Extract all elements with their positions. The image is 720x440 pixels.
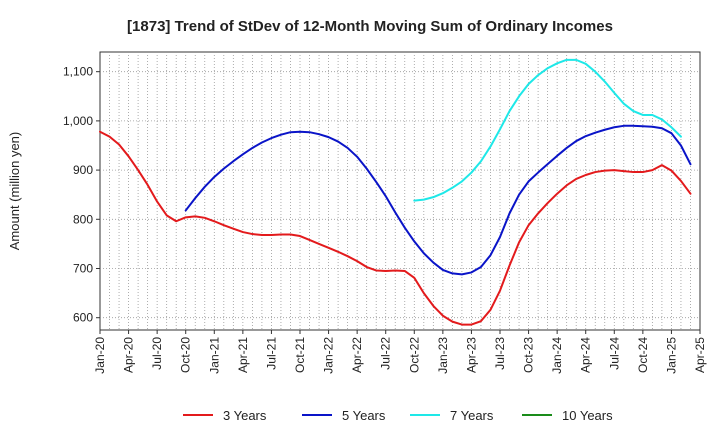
x-tick-label: Apr-22: [350, 337, 364, 373]
legend-item: 5 Years: [302, 408, 386, 423]
x-tick-label: Apr-20: [122, 337, 136, 373]
x-tick-label: Jul-21: [264, 337, 278, 370]
x-tick-label: Jan-24: [550, 337, 564, 374]
x-tick-label: Jan-25: [664, 337, 678, 374]
y-tick-label: 1,000: [63, 114, 93, 128]
x-tick-label: Jan-22: [322, 337, 336, 374]
legend-item: 3 Years: [183, 408, 267, 423]
y-tick-label: 700: [73, 261, 93, 275]
y-tick-label: 800: [73, 212, 93, 226]
y-tick-label: 1,100: [63, 65, 93, 79]
x-tick-label: Oct-24: [636, 337, 650, 373]
grid: [100, 52, 700, 330]
legend: 3 Years 5 Years 7 Years 10 Years: [183, 408, 613, 423]
x-tick-label: Jul-20: [150, 337, 164, 370]
y-axis-ticks: 600 700 800 900 1,000 1,100: [63, 65, 100, 325]
chart-title: [1873] Trend of StDev of 12-Month Moving…: [127, 18, 613, 35]
x-tick-label: Jul-22: [379, 337, 393, 370]
x-tick-label: Oct-21: [293, 337, 307, 373]
legend-item: 7 Years: [410, 408, 494, 423]
x-tick-label: Apr-23: [464, 337, 478, 373]
x-tick-label: Apr-25: [693, 337, 707, 373]
x-tick-label: Jul-24: [607, 337, 621, 370]
y-tick-label: 600: [73, 311, 93, 325]
legend-label: 3 Years: [223, 408, 267, 423]
x-axis-ticks: Jan-20 Apr-20 Jul-20 Oct-20 Jan-21 Apr-21 Jul-…: [93, 330, 707, 374]
series-line-7-years: [413, 58, 682, 202]
plot-area: [99, 51, 701, 331]
y-tick-label: 900: [73, 163, 93, 177]
x-tick-label: Jan-21: [207, 337, 221, 374]
x-tick-label: Apr-21: [236, 337, 250, 373]
x-tick-label: Jul-23: [493, 337, 507, 370]
legend-label: 10 Years: [562, 408, 613, 423]
legend-item: 10 Years: [522, 408, 613, 423]
x-tick-label: Jan-23: [436, 337, 450, 374]
series-line-3-years: [99, 130, 692, 326]
y-axis-label: Amount (million yen): [7, 132, 22, 251]
legend-label: 5 Years: [342, 408, 386, 423]
x-tick-label: Oct-22: [407, 337, 421, 373]
series-line-5-years: [184, 124, 692, 276]
x-tick-label: Jan-20: [93, 337, 107, 374]
series-lines: [99, 58, 692, 326]
x-tick-label: Oct-23: [522, 337, 536, 373]
legend-label: 7 Years: [450, 408, 494, 423]
x-tick-label: Apr-24: [579, 337, 593, 373]
x-tick-label: Oct-20: [179, 337, 193, 373]
